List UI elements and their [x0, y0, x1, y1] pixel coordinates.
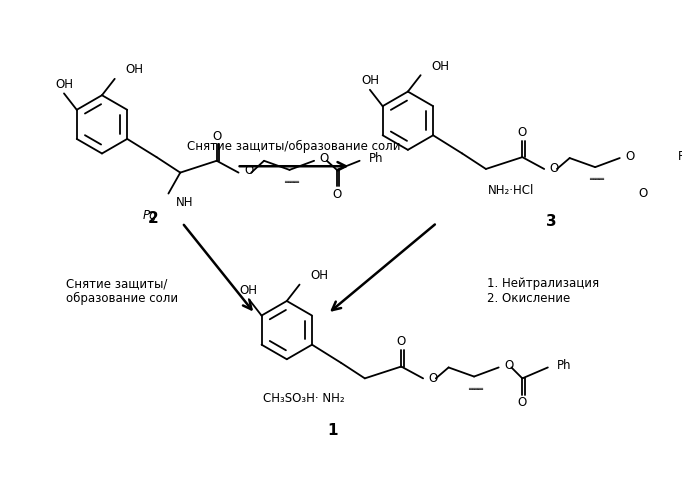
Text: O: O	[518, 396, 527, 409]
Text: 1. Нейтрализация
2. Окисление: 1. Нейтрализация 2. Окисление	[487, 277, 599, 305]
Text: O: O	[625, 150, 634, 162]
Text: OH: OH	[125, 63, 144, 76]
Text: 3: 3	[546, 214, 557, 230]
Text: O: O	[550, 162, 559, 175]
Text: Pg: Pg	[143, 209, 158, 222]
Text: Снятие защиты/
образование соли: Снятие защиты/ образование соли	[65, 277, 178, 305]
Text: Ph: Ph	[369, 152, 383, 166]
Text: O: O	[639, 187, 648, 200]
Text: OH: OH	[55, 78, 73, 91]
Text: ═══: ═══	[284, 178, 299, 187]
Text: O: O	[332, 188, 342, 201]
Text: 1: 1	[327, 423, 338, 438]
Text: OH: OH	[361, 74, 379, 87]
Text: O: O	[518, 126, 527, 139]
Text: NH: NH	[176, 196, 193, 209]
Text: OH: OH	[240, 284, 258, 296]
Text: O: O	[212, 130, 221, 142]
Text: Снятие защиты/образование соли: Снятие защиты/образование соли	[188, 140, 401, 153]
Text: O: O	[504, 359, 514, 372]
Text: 2: 2	[147, 210, 158, 226]
Text: O: O	[244, 164, 253, 177]
Text: OH: OH	[310, 269, 329, 282]
Text: O: O	[397, 336, 406, 348]
Text: ═══: ═══	[589, 176, 604, 184]
Text: OH: OH	[432, 60, 449, 72]
Text: O: O	[428, 372, 438, 385]
Text: Ph: Ph	[678, 150, 682, 162]
Text: Ph: Ph	[557, 359, 572, 372]
Text: NH₂·HCl: NH₂·HCl	[488, 184, 534, 198]
Text: O: O	[320, 152, 329, 166]
Text: CH₃SO₃H· NH₂: CH₃SO₃H· NH₂	[263, 392, 345, 405]
Text: ═══: ═══	[469, 385, 484, 394]
